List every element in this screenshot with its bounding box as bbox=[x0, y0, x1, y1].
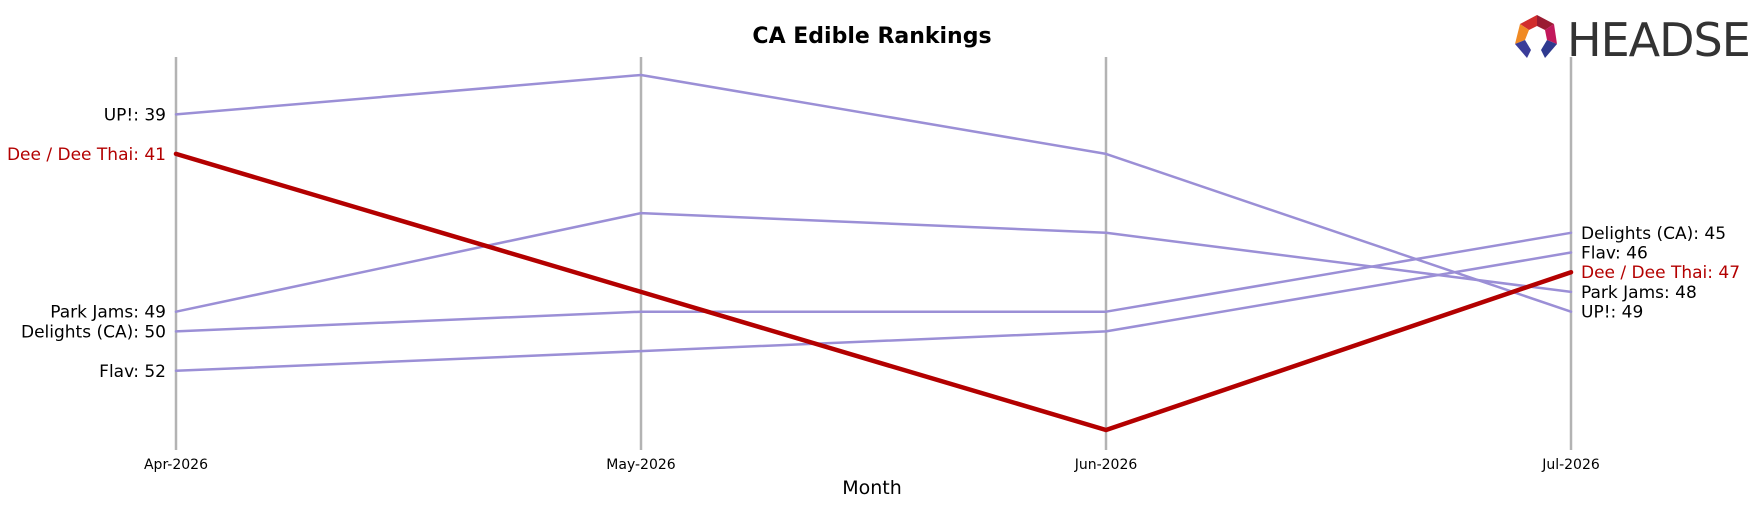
end-label-dee-dee-thai: Dee / Dee Thai: 47 bbox=[1581, 263, 1740, 283]
end-label-delights-ca: Delights (CA): 45 bbox=[1581, 224, 1726, 244]
month-gridlines bbox=[174, 57, 1573, 450]
start-label-park-jams: Park Jams: 49 bbox=[50, 303, 166, 323]
x-axis-label: Month bbox=[842, 477, 902, 499]
start-label-up: UP!: 39 bbox=[104, 105, 166, 125]
start-label-dee-dee-thai: Dee / Dee Thai: 41 bbox=[7, 145, 166, 165]
series-line-dee-dee-thai bbox=[173, 151, 1574, 433]
x-tick-apr-2026: Apr-2026 bbox=[144, 457, 208, 473]
x-tick-jul-2026: Jul-2026 bbox=[1541, 457, 1600, 473]
end-label-up: UP!: 49 bbox=[1581, 303, 1643, 323]
x-tick-jun-2026: Jun-2026 bbox=[1074, 457, 1138, 473]
series-line-park-jams bbox=[174, 211, 1573, 313]
series-line-flav bbox=[174, 251, 1573, 373]
end-label-flav: Flav: 46 bbox=[1581, 244, 1648, 264]
x-tick-may-2026: May-2026 bbox=[606, 457, 675, 473]
series-line-delights-ca bbox=[174, 231, 1573, 333]
start-label-delights-ca: Delights (CA): 50 bbox=[21, 322, 166, 342]
start-label-flav: Flav: 52 bbox=[99, 362, 166, 382]
chart-title: CA Edible Rankings bbox=[752, 24, 991, 49]
series-lines bbox=[173, 73, 1574, 433]
series-end-labels: UP!: 39 UP!: 49 Park Jams: 49 Park Jams: 48… bbox=[7, 105, 1740, 381]
series-line-up bbox=[174, 73, 1573, 313]
headset-logo: HEADSET bbox=[1515, 13, 1749, 67]
x-axis-ticks: Apr-2026 May-2026 Jun-2026 Jul-2026 bbox=[144, 457, 1600, 473]
end-label-park-jams: Park Jams: 48 bbox=[1581, 283, 1697, 303]
logo-wordmark: HEADSET bbox=[1567, 13, 1749, 67]
headset-hexagon-logo-icon bbox=[1515, 15, 1557, 58]
